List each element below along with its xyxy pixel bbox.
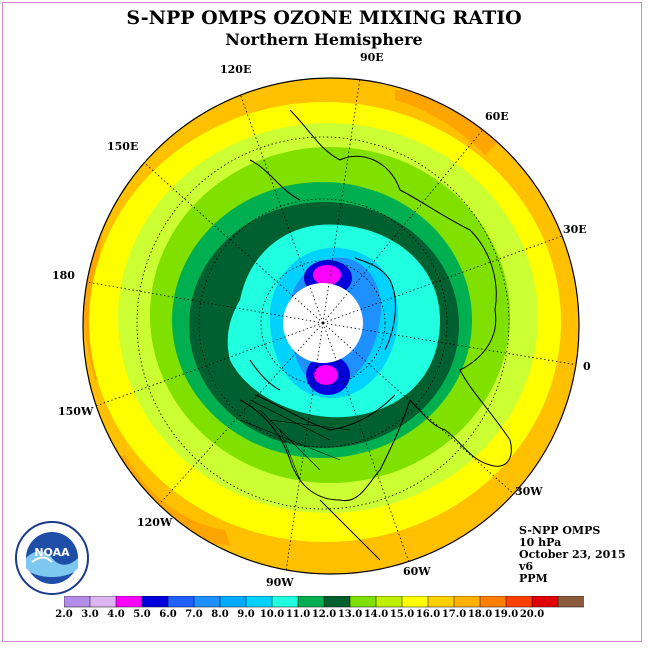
colorbar-swatch (479, 596, 507, 608)
colorbar-swatch (323, 596, 351, 608)
us-states (239, 399, 351, 481)
colorbar-ticks: 2.0 3.0 4.0 5.0 6.0 7.0 8.0 9.0 10.0 11.0 12.0 13.0… (48, 609, 608, 623)
noaa-logo: NOAA (15, 521, 89, 595)
colorbar-swatch (401, 596, 429, 608)
colorbar-swatch (167, 596, 195, 608)
lon-label-120e: 120E (220, 63, 251, 76)
colorbar-tick-label: 16.0 (415, 609, 441, 620)
colorbar-tick-label: 6.0 (159, 609, 177, 620)
graticule (83, 78, 579, 574)
mer-0 (322, 322, 579, 366)
mer-120w (144, 322, 324, 521)
colorbar (64, 596, 584, 608)
lon-label-60e: 60E (485, 110, 509, 123)
colorbar-tick-label: 15.0 (389, 609, 415, 620)
lon-label-30e: 30E (563, 223, 587, 236)
colorbar-tick-label: 12.0 (311, 609, 337, 620)
info-version: v6 (519, 560, 534, 573)
colorbar-swatch (141, 596, 169, 608)
info-units: PPM (519, 572, 548, 585)
colorbar-tick-label: 20.0 (519, 609, 545, 620)
lon-label-30w: 30W (515, 485, 543, 498)
coast-central-america (319, 499, 381, 561)
band-magenta-n (313, 265, 341, 285)
figure-frame (2, 2, 642, 642)
colorbar-swatch (297, 596, 325, 608)
ozone-field (83, 78, 579, 574)
lon-label-120w: 120W (137, 516, 173, 529)
state-lines (239, 399, 351, 481)
colorbar-tick-label: 14.0 (363, 609, 389, 620)
colorbar-swatch (427, 596, 455, 608)
info-level: 10 hPa (519, 536, 562, 549)
info-block: S-NPP OMPS 10 hPa October 23, 2015 v6 PP… (519, 525, 626, 585)
mer-90e (322, 78, 363, 324)
colorbar-tick-label: 10.0 (259, 609, 285, 620)
lon-label-0: 0 (583, 360, 591, 373)
coast-asia (289, 109, 471, 231)
longitude-labels: 90E 60E 30E 0 30W 60W 90W 120W 150W 180 … (52, 51, 591, 589)
colorbar-tick-label: 8.0 (211, 609, 229, 620)
colorbar-tick-label: 7.0 (185, 609, 203, 620)
coast-alaska (249, 359, 281, 391)
colorbar-swatch (453, 596, 481, 608)
mer-90w (284, 322, 324, 574)
lon-label-150w: 150W (58, 405, 94, 418)
colorbar-tick-label: 18.0 (467, 609, 493, 620)
coastlines (239, 109, 512, 561)
colorbar-tick-label: 4.0 (107, 609, 125, 620)
colorbar-swatch (64, 596, 91, 608)
info-instrument: S-NPP OMPS (519, 524, 601, 537)
colorbar-tick-label: 13.0 (337, 609, 363, 620)
colorbar-tick-label: 17.0 (441, 609, 467, 620)
colorbar-tick-label: 9.0 (237, 609, 255, 620)
lon-label-90e: 90E (360, 51, 384, 64)
colorbar-swatch (505, 596, 533, 608)
colorbar-swatch (89, 596, 117, 608)
colorbar-swatch (375, 596, 403, 608)
mer-120e (234, 79, 324, 324)
lon-label-150e: 150E (107, 140, 138, 153)
lon-label-60w: 60W (403, 565, 431, 578)
colorbar-swatch (245, 596, 273, 608)
colorbar-swatch (271, 596, 299, 608)
colorbar-swatch (115, 596, 143, 608)
colorbar-swatch (349, 596, 377, 608)
colorbar-tick-label: 19.0 (493, 609, 519, 620)
mer-30w (322, 322, 516, 496)
colorbar-swatch (193, 596, 221, 608)
map-border (82, 77, 580, 575)
colorbar-tick-label: 3.0 (81, 609, 99, 620)
map-title: S-NPP OMPS OZONE MIXING RATIO (126, 7, 522, 29)
colorbar-swatch (219, 596, 247, 608)
band-orange-ne (395, 89, 500, 155)
mer-60e (322, 114, 496, 324)
colorbar-swatch (531, 596, 559, 608)
coast-canada (254, 394, 396, 431)
mer-60w (322, 322, 411, 566)
info-date: October 23, 2015 (519, 548, 626, 561)
colorbar-tick-label: 11.0 (285, 609, 311, 620)
lat-80 (260, 260, 386, 386)
colorbar-tick-label: 5.0 (133, 609, 151, 620)
coast-europe (409, 229, 512, 467)
coast-kamchatka (249, 159, 301, 201)
coast-namerica (239, 399, 411, 502)
lat-60 (198, 198, 448, 448)
colorbar-tick-label: 2.0 (55, 609, 73, 620)
mer-30e (322, 234, 566, 324)
colorbar-swatch (557, 596, 584, 608)
coast-arctic (354, 257, 396, 351)
lon-label-180: 180 (52, 269, 75, 282)
band-magenta-s (314, 365, 338, 385)
logo-text: NOAA (34, 546, 70, 559)
lat-40 (136, 136, 510, 510)
map-subtitle: Northern Hemisphere (225, 30, 423, 49)
lon-label-90w: 90W (266, 576, 294, 589)
